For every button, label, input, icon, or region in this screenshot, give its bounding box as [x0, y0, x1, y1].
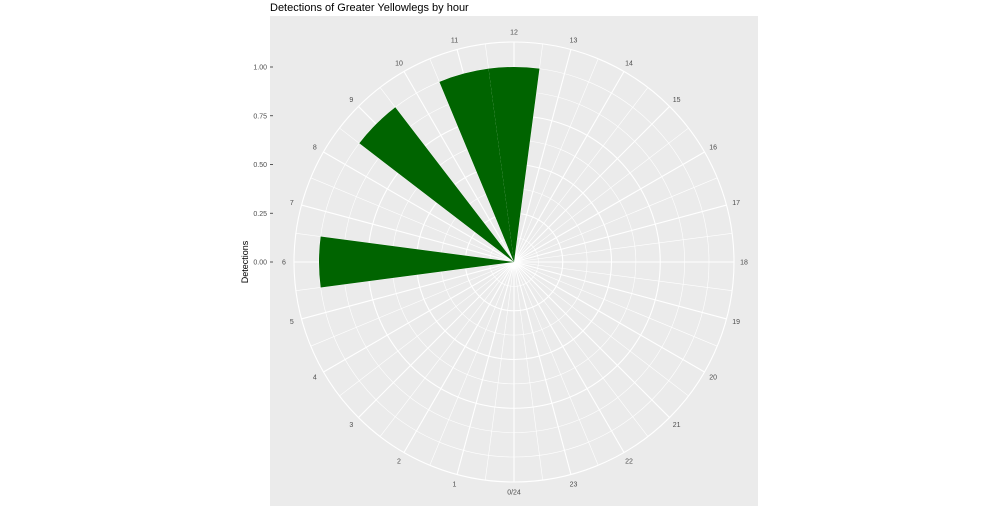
grid-spoke-major	[513, 204, 727, 263]
bars	[319, 66, 540, 457]
y-tick-label: 0.00	[253, 260, 267, 267]
grid-spoke-minor	[310, 177, 515, 263]
hour-label: 9	[349, 97, 353, 104]
hour-label: 3	[349, 422, 353, 429]
hour-label: 6	[282, 260, 286, 267]
grid-spoke-minor	[513, 177, 718, 263]
hour-label: 1	[453, 482, 457, 489]
hour-label: 2	[397, 459, 401, 466]
y-axis-ticks: 0.00 0.25 0.50 0.75 1.00	[253, 65, 273, 267]
grid-spoke-minor	[513, 261, 718, 347]
grid-spoke-major	[403, 261, 515, 453]
hour-label: 0/24	[507, 490, 521, 497]
grid-spoke-minor	[310, 261, 515, 347]
hour-label: 5	[290, 319, 294, 326]
bar-hour-9	[359, 107, 514, 262]
y-tick-label: 1.00	[253, 65, 267, 72]
grid-spoke-major	[456, 261, 515, 475]
grid-spoke-minor	[484, 261, 515, 481]
grid-spoke-major	[513, 71, 625, 263]
hour-label: 17	[732, 200, 740, 207]
grid-spoke-minor	[513, 87, 649, 263]
grid-spoke-minor	[513, 232, 733, 263]
grid-spoke-minor	[513, 58, 599, 263]
grid-spoke-major	[513, 49, 572, 263]
y-tick-label: 0.75	[253, 113, 267, 120]
y-axis-title: Detections	[240, 240, 250, 283]
grid-spoke-major	[513, 261, 670, 418]
grid-spoke-major	[403, 71, 515, 263]
hour-label: 7	[290, 200, 294, 207]
hour-label: 10	[395, 60, 403, 67]
chart-title: Detections of Greater Yellowlegs by hour	[270, 2, 469, 14]
grid-spoke-major	[323, 151, 515, 263]
grid-spoke-minor	[513, 261, 544, 481]
y-tick-label: 0.25	[253, 211, 267, 218]
grid-spoke-minor	[513, 261, 689, 397]
hour-label: 12	[510, 30, 518, 37]
grid-spoke-minor	[513, 261, 733, 292]
hour-label: 11	[451, 37, 458, 44]
grid-spoke-major	[323, 261, 515, 373]
hour-label: 13	[570, 37, 578, 44]
grid-spoke-minor	[513, 127, 689, 263]
grid-spoke-minor	[513, 261, 599, 466]
grid-spoke-minor	[379, 261, 515, 437]
hour-label: 18	[740, 260, 748, 267]
grid-spoke-major	[513, 261, 572, 475]
hour-label: 20	[709, 375, 717, 382]
hour-label: 23	[570, 482, 578, 489]
grid-spoke-minor	[429, 261, 515, 466]
hour-label: 22	[625, 459, 633, 466]
hour-label: 21	[673, 422, 681, 429]
grid-spoke-major	[301, 261, 515, 320]
bar-hour-12	[488, 66, 540, 262]
hour-label: 15	[673, 97, 681, 104]
grid-spoke-major	[301, 204, 515, 263]
hour-label: 19	[732, 319, 740, 326]
bar-hour-11	[439, 68, 514, 262]
grid-spoke-minor	[513, 261, 649, 437]
grid-spoke-major	[513, 261, 705, 373]
hour-label: 8	[313, 145, 317, 152]
grid-spoke-minor	[339, 261, 515, 397]
y-tick-label: 0.50	[253, 162, 267, 169]
hour-label: 14	[625, 60, 633, 67]
grid-spoke-major	[358, 261, 515, 418]
hour-label: 4	[313, 375, 317, 382]
grid-spoke-major	[513, 151, 705, 263]
hour-labels: 0/24123456789101112131415161718192021222…	[282, 30, 748, 497]
grid-spoke-major	[513, 261, 625, 453]
grid-spoke-minor	[379, 87, 515, 263]
bar-hour-6	[319, 236, 514, 288]
hour-label: 16	[709, 145, 717, 152]
grid-spoke-major	[513, 261, 727, 320]
grid-spoke-major	[513, 106, 670, 263]
